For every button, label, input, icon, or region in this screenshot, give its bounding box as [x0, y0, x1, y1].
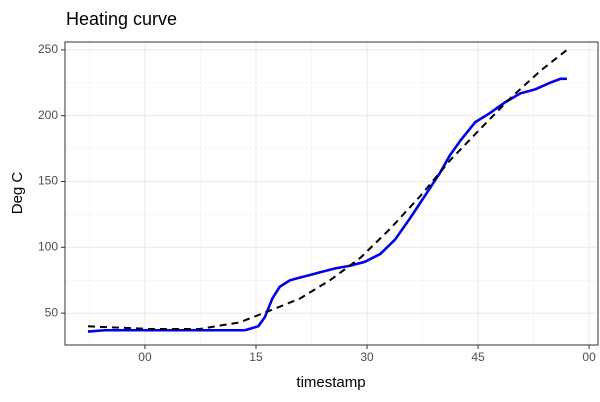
x-tick-label: 15 [249, 350, 263, 364]
y-tick-label: 100 [38, 240, 58, 254]
y-tick-label: 250 [38, 42, 58, 56]
x-tick-label: 30 [360, 350, 374, 364]
chart-title: Heating curve [66, 9, 177, 29]
y-tick-label: 50 [45, 305, 59, 319]
x-axis-title: timestamp [296, 374, 365, 391]
x-tick-label: 00 [138, 350, 152, 364]
y-tick-label: 200 [38, 108, 58, 122]
y-axis-title: Deg C [9, 172, 26, 215]
x-tick-label: 45 [471, 350, 485, 364]
y-tick-label: 150 [38, 174, 58, 188]
data-line [87, 49, 568, 330]
x-tick-label: 00 [582, 350, 596, 364]
panel-border [64, 41, 599, 346]
data-line [87, 77, 567, 333]
